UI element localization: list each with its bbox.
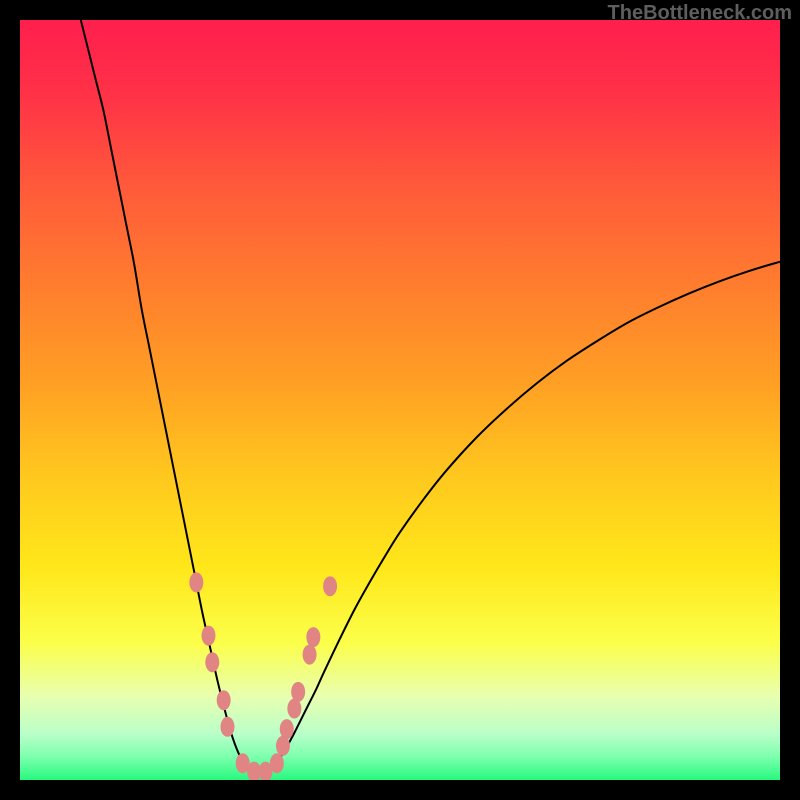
data-point xyxy=(201,626,215,646)
data-point xyxy=(306,627,320,647)
data-point xyxy=(205,652,219,672)
data-point xyxy=(291,682,305,702)
data-point xyxy=(323,576,337,596)
data-point xyxy=(189,572,203,592)
gradient-background xyxy=(20,20,780,780)
bottleneck-chart-svg xyxy=(0,0,800,800)
data-point xyxy=(220,717,234,737)
data-point xyxy=(217,690,231,710)
data-point xyxy=(303,645,317,665)
data-point xyxy=(280,719,294,739)
data-point xyxy=(270,753,284,773)
watermark-text: TheBottleneck.com xyxy=(608,2,792,25)
